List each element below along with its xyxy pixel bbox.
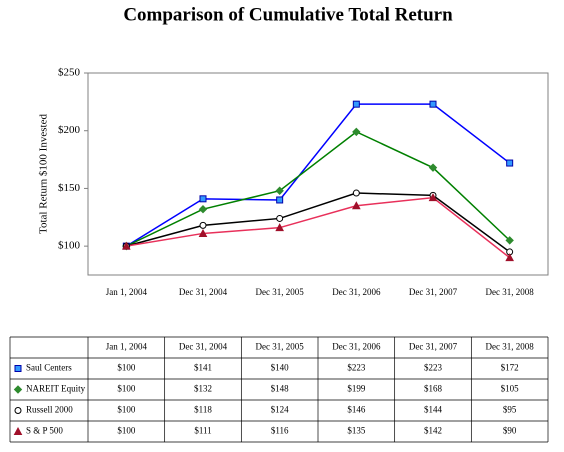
marker (275, 186, 284, 195)
legend-marker (13, 426, 23, 435)
series-line (125, 103, 511, 247)
marker (506, 159, 514, 167)
series-line (126, 130, 511, 247)
y-tick-label: $150 (58, 182, 81, 194)
y-tick-label: $200 (58, 124, 81, 136)
marker (198, 228, 208, 237)
table-cell: $116 (271, 426, 289, 436)
table-cell: $168 (424, 384, 443, 394)
marker (352, 100, 360, 108)
marker (505, 253, 515, 262)
table-header: Dec 31, 2005 (256, 342, 305, 352)
marker (352, 127, 361, 137)
table-cell: $100 (117, 384, 136, 394)
table-cell: $140 (271, 363, 290, 373)
table-cell: $142 (424, 426, 442, 436)
legend-marker (13, 385, 23, 394)
legend-marker (14, 365, 22, 372)
table-cell: $118 (194, 405, 212, 415)
table-header: Dec 31, 2008 (486, 342, 535, 352)
marker (121, 241, 131, 250)
x-tick-label: Dec 31, 2008 (486, 287, 535, 297)
table-header: Jan 1, 2004 (106, 342, 148, 352)
table-header: Dec 31, 2004 (179, 342, 228, 352)
table-cell: $141 (194, 363, 212, 373)
marker (428, 163, 438, 172)
marker (275, 223, 285, 232)
table-cell: $144 (424, 405, 443, 415)
table-cell: $132 (194, 384, 212, 394)
x-tick-label: Dec 31, 2006 (332, 287, 381, 297)
plot-frame (87, 72, 549, 276)
table-cell: $100 (117, 426, 136, 436)
legend-label: Russell 2000 (26, 405, 73, 415)
x-tick-label: Dec 31, 2004 (179, 287, 228, 297)
chart-title: Comparison of Cumulative Total Return (123, 4, 453, 25)
series-line (126, 196, 511, 259)
x-tick-label: Dec 31, 2007 (409, 287, 458, 297)
table-cell: $105 (501, 384, 520, 394)
y-axis-label: Total Return $100 Invested (38, 114, 50, 234)
marker (198, 204, 208, 214)
marker (429, 100, 437, 108)
legend-marker (14, 407, 22, 414)
series-line (126, 192, 511, 253)
table-cell: $148 (271, 384, 290, 394)
marker (351, 201, 361, 210)
marker (505, 236, 514, 245)
table-cell: $95 (503, 405, 517, 415)
marker (199, 195, 207, 203)
table-header: Dec 31, 2006 (332, 342, 381, 352)
marker (352, 189, 360, 197)
table-cell: $172 (501, 363, 519, 373)
x-tick-label: Jan 1, 2004 (106, 287, 148, 297)
table-cell: $124 (271, 405, 290, 415)
table-cell: $100 (117, 405, 136, 415)
table-cell: $199 (347, 384, 366, 394)
y-tick-label: $100 (58, 240, 81, 252)
x-tick-label: Dec 31, 2005 (256, 287, 305, 297)
marker (428, 193, 438, 202)
marker (276, 196, 284, 204)
table-cell: $111 (194, 426, 211, 436)
legend-label: Saul Centers (26, 363, 72, 373)
marker (199, 221, 207, 229)
legend-label: S & P 500 (26, 426, 63, 436)
table-cell: $135 (347, 426, 366, 436)
y-tick-label: $250 (58, 67, 81, 79)
table-cell: $223 (347, 363, 366, 373)
table-cell: $223 (424, 363, 443, 373)
table-cell: $100 (117, 363, 136, 373)
table-cell: $146 (347, 405, 366, 415)
table-header: Dec 31, 2007 (409, 342, 458, 352)
marker (276, 214, 284, 222)
table-cell: $90 (503, 426, 517, 436)
legend-label: NAREIT Equity (26, 384, 86, 394)
